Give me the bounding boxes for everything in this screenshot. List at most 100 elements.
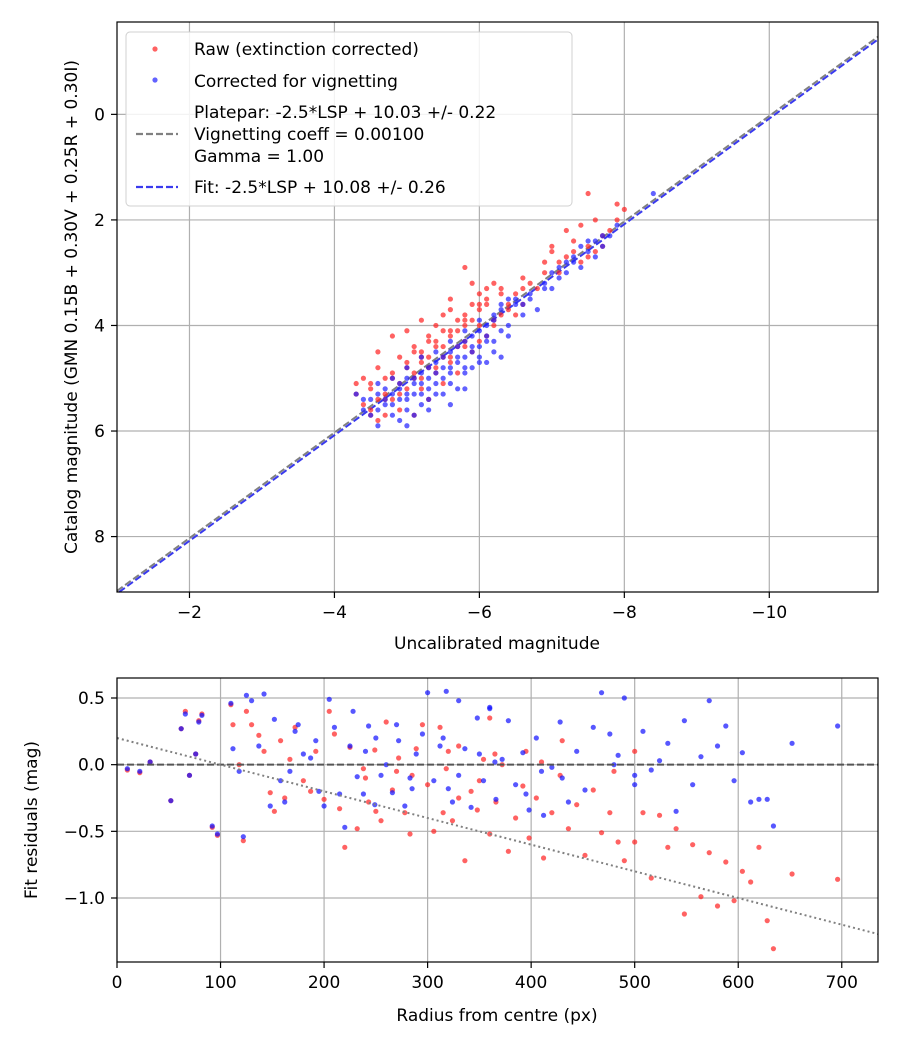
top-raw-point xyxy=(462,264,468,271)
bottom-corrected-point xyxy=(137,768,143,774)
top-raw-point xyxy=(447,359,453,366)
top-corrected-point xyxy=(411,380,417,387)
top-y-axis-label: Catalog magnitude (GMN 0.15B + 0.30V + 0… xyxy=(62,60,82,554)
bottom-corrected-point xyxy=(723,723,729,729)
top-raw-point xyxy=(491,322,497,329)
top-raw-point xyxy=(462,312,468,318)
bottom-corrected-point xyxy=(476,751,482,757)
top-raw-point xyxy=(382,391,388,397)
top-corrected-point xyxy=(469,333,475,339)
top-y-tick-label: 2 xyxy=(94,211,105,231)
top-x-tick-label: −10 xyxy=(751,603,787,623)
top-raw-point xyxy=(447,333,453,339)
top-x-axis-label: Uncalibrated magnitude xyxy=(394,634,600,654)
bottom-raw-point xyxy=(538,759,545,765)
bottom-corrected-point xyxy=(493,796,499,802)
bottom-y-tick-label: −0.5 xyxy=(64,822,105,842)
bottom-raw-point xyxy=(437,724,443,730)
bottom-raw-point xyxy=(648,875,654,881)
top-raw-point xyxy=(447,328,453,334)
top-corrected-point xyxy=(418,370,424,376)
top-y-tick-label: 6 xyxy=(94,422,105,442)
bottom-corrected-point xyxy=(756,796,762,802)
bottom-x-tick-label: 600 xyxy=(722,973,754,993)
bottom-raw-point xyxy=(440,810,446,816)
bottom-corrected-point xyxy=(621,695,627,701)
bottom-raw-point xyxy=(756,844,762,850)
bottom-raw-point xyxy=(590,787,596,793)
top-scatter-points xyxy=(353,190,656,429)
bottom-raw-point xyxy=(582,852,588,858)
bottom-raw-point xyxy=(360,766,367,772)
top-raw-point xyxy=(563,227,569,234)
top-corrected-point xyxy=(389,391,396,397)
top-raw-point xyxy=(440,312,446,318)
top-raw-point xyxy=(440,328,446,334)
bottom-corrected-point xyxy=(590,724,596,730)
bottom-y-axis-label: Fit residuals (mag) xyxy=(22,741,42,899)
top-raw-point xyxy=(426,354,432,360)
bottom-corrected-point xyxy=(326,696,332,702)
bottom-corrected-point xyxy=(393,722,400,728)
bottom-corrected-point xyxy=(295,722,301,728)
bottom-corrected-point xyxy=(505,718,511,724)
bottom-x-tick-label: 100 xyxy=(204,973,236,993)
bottom-corrected-point xyxy=(462,746,468,752)
top-raw-point xyxy=(498,285,504,292)
bottom-corrected-point xyxy=(673,808,679,814)
top-raw-point xyxy=(484,301,490,307)
bottom-x-tick-label: 500 xyxy=(618,973,650,993)
top-corrected-point xyxy=(404,423,410,429)
top-corrected-point xyxy=(447,380,453,387)
bottom-scatter-points xyxy=(124,688,841,952)
top-corrected-point xyxy=(534,307,540,313)
top-corrected-point xyxy=(382,396,388,402)
bottom-corrected-point xyxy=(533,735,539,741)
top-corrected-point xyxy=(433,391,439,397)
bottom-corrected-point xyxy=(557,719,563,725)
top-raw-point xyxy=(404,359,410,366)
bottom-corrected-point xyxy=(574,748,580,754)
top-corrected-point xyxy=(491,312,497,318)
top-corrected-point xyxy=(375,423,381,429)
top-raw-point xyxy=(397,391,403,397)
top-raw-point xyxy=(469,280,475,286)
top-raw-point xyxy=(563,254,569,260)
bottom-corrected-point xyxy=(331,724,338,730)
bottom-y-ticks: 0.5 0.0 −0.5 −1.0 xyxy=(64,689,117,909)
top-corrected-point xyxy=(397,386,403,392)
bottom-chart: 0 100 200 300 400 500 600 700 0.5 0.0 −0.5 −1.0 Ra… xyxy=(22,677,879,1026)
top-raw-point xyxy=(476,301,482,307)
top-raw-point xyxy=(614,217,620,223)
top-x-tick-label: −6 xyxy=(467,603,492,623)
bottom-raw-point xyxy=(714,903,721,909)
top-corrected-point xyxy=(382,402,388,408)
bottom-corrected-point xyxy=(362,748,369,754)
top-corrected-point xyxy=(440,375,446,381)
bottom-corrected-point xyxy=(835,723,841,729)
bottom-corrected-point xyxy=(383,762,389,768)
top-raw-point xyxy=(571,248,577,255)
top-raw-point xyxy=(621,206,627,212)
bottom-raw-point xyxy=(373,808,379,814)
bottom-corrected-point xyxy=(287,768,293,774)
bottom-corrected-point xyxy=(437,743,443,749)
top-raw-point xyxy=(426,333,432,339)
top-corrected-point xyxy=(498,307,504,313)
legend-fit-label: Fit: -2.5*LSP + 10.08 +/- 0.26 xyxy=(194,178,446,198)
top-corrected-point xyxy=(599,243,606,249)
bottom-raw-point xyxy=(271,808,277,814)
bottom-raw-point xyxy=(632,839,638,845)
top-raw-point xyxy=(382,375,388,381)
top-raw-point xyxy=(469,317,475,323)
top-corrected-point xyxy=(397,417,403,424)
top-raw-point xyxy=(592,248,598,255)
bottom-raw-point xyxy=(425,782,431,788)
bottom-corrected-point xyxy=(582,787,588,793)
top-corrected-point xyxy=(440,391,446,397)
top-raw-point xyxy=(440,380,446,387)
top-corrected-point xyxy=(462,354,468,360)
top-corrected-point xyxy=(476,354,482,360)
bottom-corrected-point xyxy=(487,706,493,712)
bottom-corrected-point xyxy=(350,708,356,714)
